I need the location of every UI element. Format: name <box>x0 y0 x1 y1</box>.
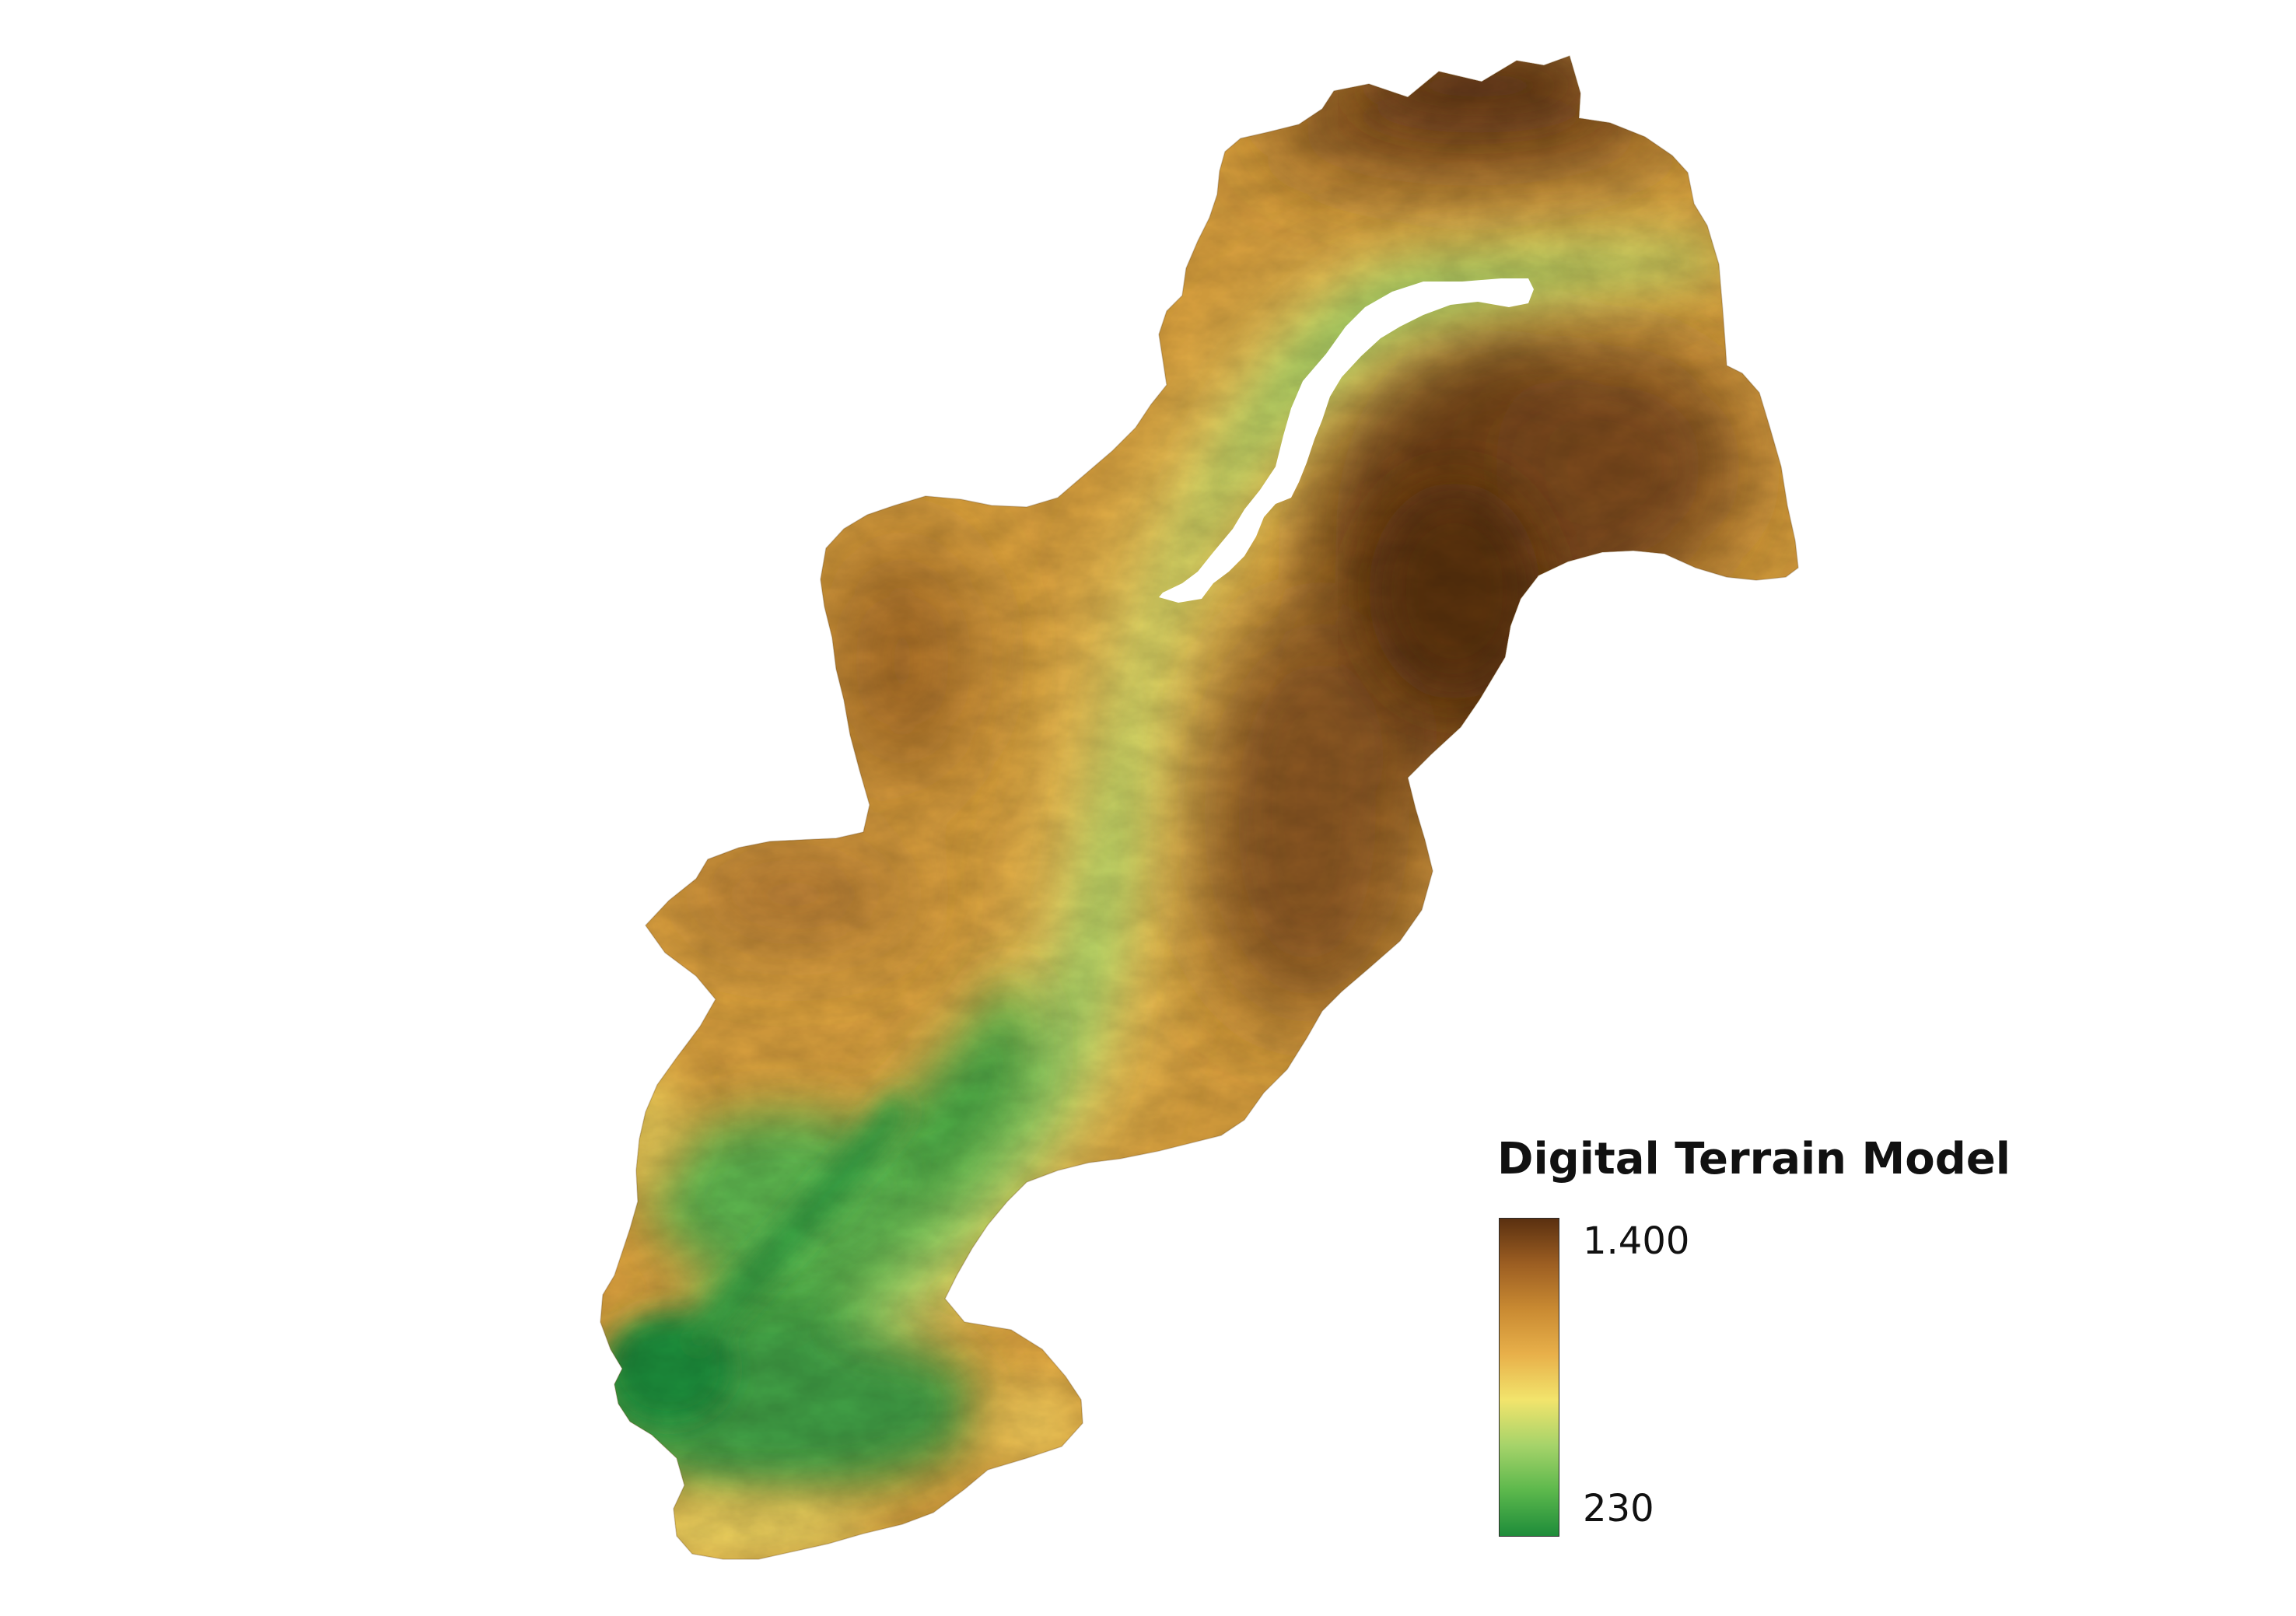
legend-max-label: 1.400 <box>1583 1219 1690 1263</box>
legend-title: Digital Terrain Model <box>1497 1134 2011 1184</box>
legend: Digital Terrain Model 1.400 230 <box>1497 1128 2042 1548</box>
legend-color-bar <box>1499 1218 1559 1537</box>
lake-area <box>1159 278 1534 603</box>
legend-min-label: 230 <box>1583 1487 1654 1530</box>
